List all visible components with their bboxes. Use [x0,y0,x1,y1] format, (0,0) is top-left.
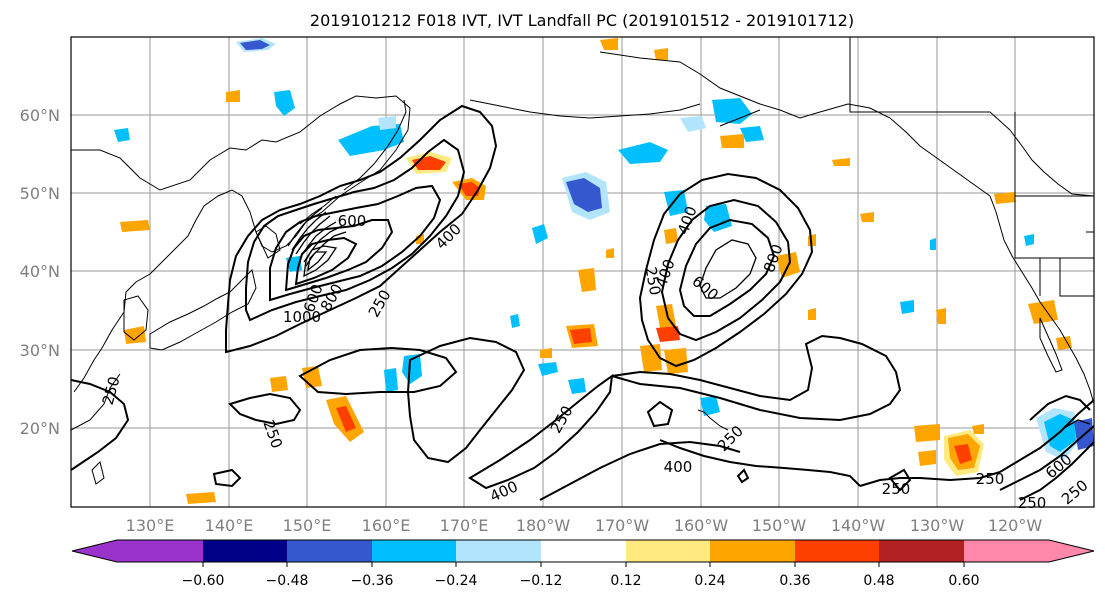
contour-label: 400 [664,458,693,476]
colorbar-tick-label: 0.36 [779,573,810,589]
lat-label: 40°N [20,262,60,281]
contour-label: 1000 [283,308,321,326]
colorbar-segment [710,540,795,562]
colorbar-segment [879,540,964,562]
contour-label: 250 [642,265,665,296]
lon-label: 120°W [988,516,1043,535]
lon-label: 140°E [205,516,254,535]
colorbar-tick-label: −0.36 [351,573,394,589]
lat-label: 30°N [20,341,60,360]
colorbar-segment [1049,540,1094,562]
lon-label: 130°E [126,516,175,535]
lon-label: 180°W [516,516,571,535]
colorbar-segment [541,540,626,562]
lat-label: 20°N [20,419,60,438]
contour-label: 250 [882,480,911,498]
colorbar-tick-label: −0.12 [520,573,563,589]
lon-label: 130°W [910,516,965,535]
colorbar-ticks [202,562,965,567]
longitude-labels: 130°E 140°E 150°E 160°E 170°E 180°W 170°… [126,516,1043,535]
lat-label: 50°N [20,184,60,203]
colorbar-segment [117,540,203,562]
colorbar-segment [456,540,541,562]
lon-label: 140°W [831,516,886,535]
lon-label: 170°E [440,516,489,535]
contour-label: 250 [1018,494,1047,512]
lon-label: 160°W [674,516,729,535]
contour-label: 250 [976,470,1005,488]
lat-label: 60°N [20,106,60,125]
contour-label: 600 [338,212,367,230]
lon-label: 150°W [752,516,807,535]
colorbar-tick-label: 0.24 [694,573,725,589]
colorbar-segment [203,540,287,562]
colorbar-segment [795,540,879,562]
colorbar-segment [287,540,372,562]
colorbar-tick-label: 0.12 [610,573,641,589]
colorbar-segment [626,540,710,562]
ivt-contours [70,104,1095,501]
colorbar-tick-label: −0.48 [266,573,309,589]
figure-title: 2019101212 F018 IVT, IVT Landfall PC (20… [310,11,854,30]
colorbar-segment [964,540,1049,562]
lon-label: 160°E [362,516,411,535]
lon-label: 150°E [283,516,332,535]
anomaly-shading [114,38,1094,504]
colorbar: −0.60 −0.48 −0.36 −0.24 −0.12 0.12 0.24 … [71,539,1095,589]
colorbar-tick-label: −0.60 [182,573,225,589]
colorbar-segment [72,540,117,562]
colorbar-tick-label: −0.24 [435,573,478,589]
map-panel: 600 400 250 1000 800 600 250 250 250 400… [70,36,1095,512]
colorbar-segment [372,540,456,562]
lon-label: 170°W [595,516,650,535]
map-frame [70,36,1095,508]
latitude-labels: 60°N 50°N 40°N 30°N 20°N [20,106,60,438]
coastlines [70,37,1095,485]
colorbar-tick-label: 0.60 [948,573,979,589]
colorbar-outline [71,539,1095,563]
colorbar-tick-label: 0.48 [863,573,894,589]
